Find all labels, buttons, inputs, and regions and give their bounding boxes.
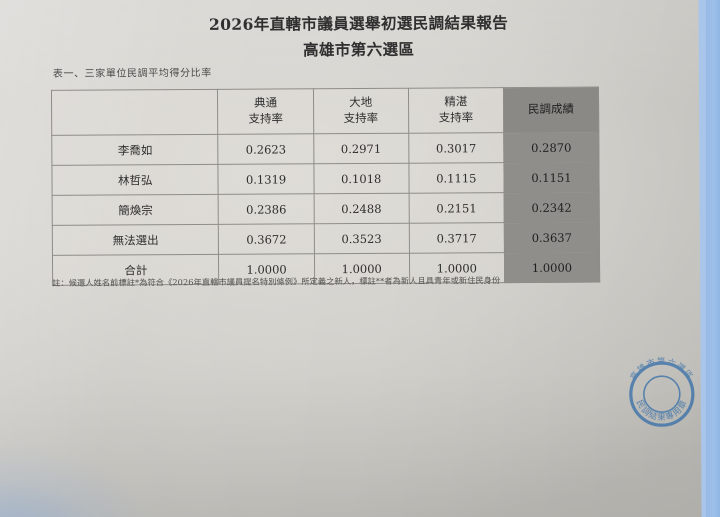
cell-candidate-name: 無法選出 xyxy=(52,224,219,256)
column-header-diantong: 典通 支持率 xyxy=(217,88,314,135)
column-header-dadi-line1: 大地 xyxy=(349,95,373,110)
column-header-jingzhan: 精湛 支持率 xyxy=(408,87,504,134)
cell-diantong: 0.3672 xyxy=(218,223,315,255)
table-row: 無法選出 0.3672 0.3523 0.3717 0.3637 xyxy=(52,222,600,256)
cell-jingzhan: 0.3017 xyxy=(408,132,504,164)
official-seal-stamp: 高雄市第六選區 民調結果專用章 xyxy=(618,350,707,439)
cell-jingzhan: 0.1115 xyxy=(408,162,504,194)
column-header-dadi-line2: 支持率 xyxy=(343,110,379,126)
table-row: 李喬如 0.2623 0.2971 0.3017 0.2870 xyxy=(51,132,599,166)
cell-final-score: 0.2870 xyxy=(503,132,599,163)
cell-jingzhan: 0.2151 xyxy=(408,192,505,224)
cell-dadi: 0.2971 xyxy=(313,133,409,164)
cell-diantong: 0.2386 xyxy=(218,193,314,225)
cell-final-score: 0.3637 xyxy=(504,222,600,253)
cell-dadi: 0.3523 xyxy=(313,223,410,254)
table-header-row: 典通 支持率 大地 支持率 精湛 支持率 民調成績 xyxy=(51,87,599,136)
cell-candidate-name: 簡煥宗 xyxy=(52,194,219,226)
column-header-jingzhan-line1: 精湛 xyxy=(444,94,468,109)
poll-results-table: 典通 支持率 大地 支持率 精湛 支持率 民調成績 xyxy=(50,86,601,286)
table-caption: 表一、三家單位民調平均得分比率 xyxy=(52,67,212,80)
table-footnote: 註：候選人姓名前標註*為符合《2026年直轄市議員提名特別條例》所定義之新人，標… xyxy=(52,275,501,288)
page-title-line2: 高雄市第六選區 xyxy=(303,39,415,60)
cell-candidate-name: 林哲弘 xyxy=(51,164,219,196)
column-header-diantong-line2: 支持率 xyxy=(248,111,283,126)
table-row: 林哲弘 0.1319 0.1018 0.1115 0.1151 xyxy=(51,162,600,196)
table-header: 典通 支持率 大地 支持率 精湛 支持率 民調成績 xyxy=(51,87,599,136)
cell-diantong: 0.2623 xyxy=(218,133,314,165)
column-header-final-score: 民調成績 xyxy=(503,87,599,133)
column-header-candidate xyxy=(51,89,219,136)
table-body: 李喬如 0.2623 0.2971 0.3017 0.2870 林哲弘 0.13… xyxy=(51,132,600,286)
column-header-jingzhan-line2: 支持率 xyxy=(438,110,474,125)
cell-dadi: 0.1018 xyxy=(313,163,409,194)
cell-candidate-name: 李喬如 xyxy=(51,134,219,166)
column-header-dadi: 大地 支持率 xyxy=(313,88,409,134)
page-title-line1: 2026年直轄市議員選舉初選民調結果報告 xyxy=(208,13,509,34)
table-row: 簡煥宗 0.2386 0.2488 0.2151 0.2342 xyxy=(52,192,600,226)
cell-final-score: 0.2342 xyxy=(503,192,600,223)
cell-final-score: 0.1151 xyxy=(503,162,600,193)
cell-dadi: 0.2488 xyxy=(313,193,410,224)
cell-jingzhan: 0.3717 xyxy=(409,222,505,254)
column-header-final-score-line1: 民調成績 xyxy=(527,101,575,117)
column-header-candidate-line1 xyxy=(52,112,217,113)
cell-diantong: 0.1319 xyxy=(218,163,314,195)
column-header-diantong-line1: 典通 xyxy=(254,95,278,111)
seal-top-text: 高雄市第六選區 xyxy=(628,356,695,383)
